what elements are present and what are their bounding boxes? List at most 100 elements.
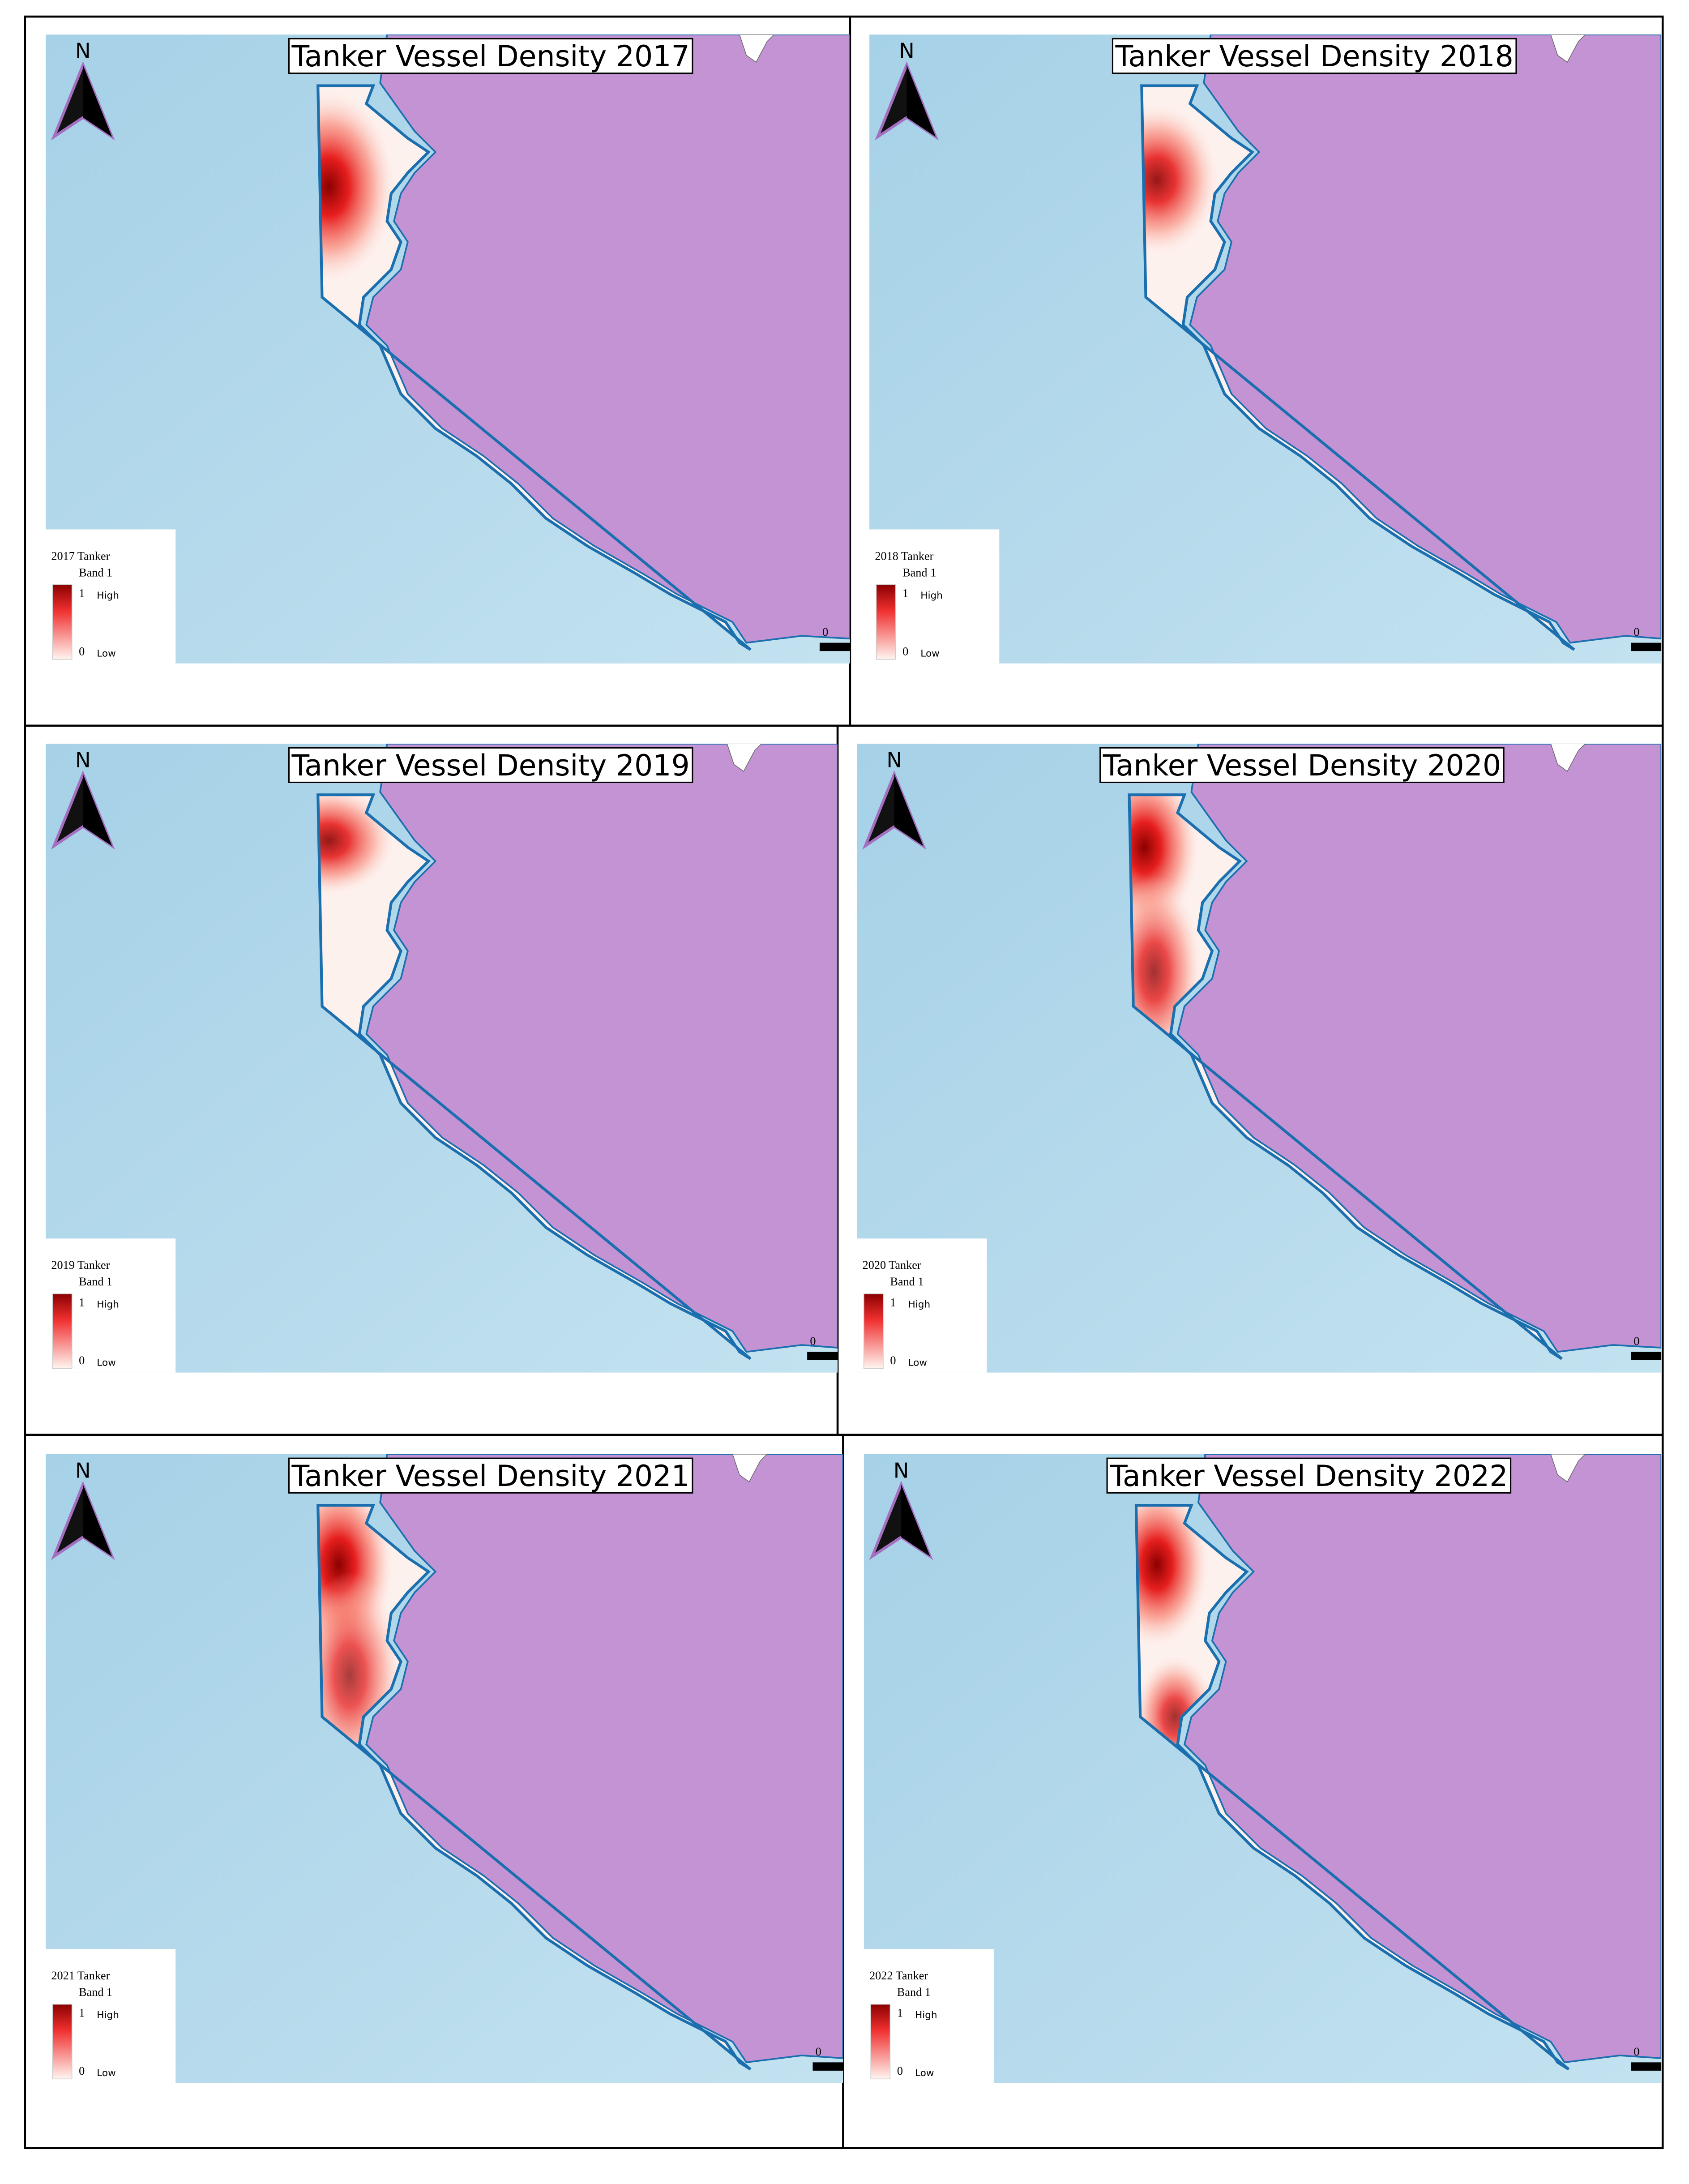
- legend-ramp: [870, 2004, 891, 2080]
- scale-bar: [1631, 2062, 1662, 2071]
- map-body: [46, 34, 850, 664]
- legend-min: 0: [79, 1354, 85, 1367]
- scale-bar: [1631, 642, 1662, 651]
- map-body: [869, 34, 1662, 664]
- zone-boundary: [1134, 1504, 1570, 2071]
- legend-min-label: Low: [97, 2068, 116, 2079]
- legend-ramp: [52, 584, 73, 660]
- legend-max: 1: [79, 1296, 85, 1309]
- title-box: [1099, 747, 1505, 783]
- scale-label: 0: [1633, 1335, 1639, 1348]
- title-box: [1112, 38, 1517, 74]
- north-label: N: [75, 748, 91, 772]
- density-layer: [318, 795, 396, 896]
- scale-bar: [819, 642, 850, 651]
- map-title: Tanker Vessel Density 2018: [1115, 40, 1514, 73]
- map-title: Tanker Vessel Density 2019: [291, 749, 689, 783]
- scale-bar: [1631, 1352, 1662, 1360]
- legend-title: 2019 Tanker: [51, 1259, 110, 1272]
- legend-title: 2022 Tanker: [869, 1969, 928, 1982]
- coast-island: [727, 743, 762, 772]
- title-box: [288, 747, 693, 783]
- land: [1176, 743, 1662, 1353]
- land: [1189, 34, 1662, 644]
- legend-min-label: Low: [920, 648, 940, 659]
- scale-bar: [807, 1352, 838, 1360]
- legend-min: 0: [897, 2064, 903, 2077]
- legend-band: Band 1: [79, 1986, 112, 1999]
- map-title: Tanker Vessel Density 2021: [291, 1460, 689, 1493]
- zone-boundary: [1140, 84, 1575, 651]
- zone-boundary: [316, 84, 752, 651]
- legend-max-label: High: [908, 1299, 931, 1310]
- title-box: [288, 38, 693, 74]
- coast-island: [1550, 34, 1586, 63]
- legend-max-label: High: [915, 2010, 937, 2021]
- legend-min: 0: [890, 1354, 896, 1367]
- scale-label: 0: [822, 625, 828, 638]
- map-panel: Tanker Vessel Density 2021 N 2021 Tanker Ba…: [46, 1454, 843, 2083]
- scale-label: 0: [1633, 625, 1639, 638]
- legend-band: Band 1: [79, 1275, 112, 1288]
- density-hotspot: [1142, 103, 1219, 256]
- north-label: N: [899, 39, 915, 63]
- land: [365, 34, 850, 644]
- scale-label: 0: [816, 2045, 821, 2058]
- legend-ramp: [52, 1293, 73, 1369]
- north-arrow-half: [894, 774, 924, 846]
- legend-max: 1: [79, 587, 85, 600]
- land: [365, 1454, 843, 2064]
- map-panel: Tanker Vessel Density 2018 N 2018 Tanker Ba…: [869, 34, 1662, 664]
- legend-min: 0: [902, 645, 908, 658]
- legend-title: 2018 Tanker: [875, 549, 933, 562]
- legend-ramp: [863, 1293, 884, 1369]
- legend-max-label: High: [97, 1299, 119, 1310]
- zone-boundary: [316, 793, 752, 1360]
- density-hotspot: [318, 90, 396, 283]
- coast-island: [1550, 743, 1586, 772]
- map-title: Tanker Vessel Density 2017: [291, 40, 689, 73]
- scale-label: 0: [810, 1335, 816, 1348]
- legend-band: Band 1: [79, 566, 112, 579]
- legend-max-label: High: [97, 2010, 119, 2021]
- map-panel: Tanker Vessel Density 2019 N 2019 Tanker Ba…: [46, 743, 838, 1373]
- legend-min-label: Low: [97, 1357, 116, 1368]
- legend-max: 1: [890, 1296, 896, 1309]
- scale-label: 0: [1633, 2045, 1639, 2058]
- legend-ramp: [876, 584, 896, 660]
- land: [365, 743, 838, 1353]
- land: [1183, 1454, 1662, 2064]
- north-arrow-half: [83, 1484, 112, 1557]
- legend-max-label: High: [920, 590, 943, 601]
- map-body: [46, 743, 838, 1373]
- legend-title: 2020 Tanker: [863, 1259, 921, 1272]
- map-panel: Tanker Vessel Density 2022 N 2022 Tanker Ba…: [864, 1454, 1662, 2083]
- map-body: [857, 743, 1662, 1373]
- north-label: N: [886, 748, 902, 772]
- legend-ramp: [52, 2004, 73, 2080]
- legend-max: 1: [897, 2006, 903, 2019]
- map-panel: Tanker Vessel Density 2017 N 2017 Tanker Ba…: [46, 34, 850, 664]
- legend-max: 1: [79, 2006, 85, 2019]
- legend-max-label: High: [97, 590, 119, 601]
- north-arrow-half: [83, 65, 112, 137]
- map-body: [864, 1454, 1662, 2083]
- north-arrow-half: [907, 65, 936, 137]
- legend-title: 2021 Tanker: [51, 1969, 110, 1982]
- map-panel: Tanker Vessel Density 2020 N 2020 Tanker Ba…: [857, 743, 1662, 1373]
- north-label: N: [75, 1458, 91, 1482]
- map-title: Tanker Vessel Density 2022: [1109, 1460, 1508, 1493]
- legend-min-label: Low: [908, 1357, 928, 1368]
- coast-island: [1550, 1454, 1586, 1482]
- title-box: [288, 1457, 693, 1494]
- legend-band: Band 1: [897, 1986, 931, 1999]
- map-body: [46, 1454, 843, 2083]
- north-arrow-half: [901, 1484, 930, 1557]
- coast-island: [739, 34, 775, 63]
- legend-min: 0: [79, 645, 85, 658]
- title-box: [1106, 1457, 1512, 1494]
- north-arrow-half: [83, 774, 112, 846]
- density-layer: [318, 90, 396, 283]
- zone-boundary: [1128, 793, 1563, 1360]
